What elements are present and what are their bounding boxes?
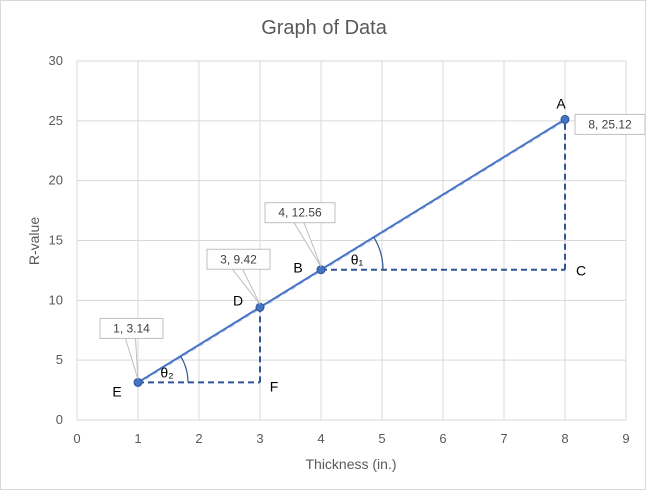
data-label: 4, 12.56 [278,206,322,220]
data-series [133,114,570,387]
point-letter-label: F [270,378,279,394]
callout-box [264,202,336,224]
data-label: 8, 25.12 [588,117,632,131]
callout-pointer [232,268,261,305]
callout-pointer [293,222,322,267]
angle-arc [180,355,189,383]
y-tick-label: 20 [49,173,63,188]
x-tick-label: 2 [195,431,202,446]
data-point [316,265,326,275]
x-tick-label: 7 [500,431,507,446]
x-tick-label: 0 [73,431,80,446]
point-letter-label: B [293,260,302,276]
y-tick-label: 25 [49,113,63,128]
data-label: 1, 3.14 [113,321,150,335]
callout-box [574,113,645,135]
data-point [255,302,265,312]
x-tick-label: 3 [256,431,263,446]
y-tick-label: 5 [56,352,63,367]
chart-title: Graph of Data [261,17,388,39]
data-label-callout: 3, 9.42 [206,248,271,305]
data-label-callout: 8, 25.12 [574,113,645,135]
data-label-callout: 1, 3.14 [99,317,164,380]
y-tick-label: 15 [49,233,63,248]
angle-arc [373,236,384,270]
data-label: 3, 9.42 [220,252,257,266]
y-tick-label: 30 [49,53,63,68]
x-tick-label: 5 [378,431,385,446]
x-tick-label: 4 [317,431,324,446]
y-axis-title: R-value [26,217,42,265]
trendline [137,120,566,385]
data-label-callout: 4, 12.56 [264,202,336,267]
series-line [137,118,566,384]
y-tick-label: 0 [56,412,63,427]
grid-lines [76,60,627,421]
point-letter-label: D [233,292,243,308]
x-tick-label: 9 [622,431,629,446]
data-point [133,377,143,387]
dashed-guides [138,119,566,384]
angle-label: θ₁ [351,252,364,268]
callout-pointer [125,338,139,380]
tick-labels: 0 1 2 3 4 5 6 7 8 9 0 5 10 15 20 25 30 [49,53,630,446]
data-labels: 1, 3.14 3, 9.42 4, 12.56 8, 25.12 [99,113,645,380]
y-tick-label: 10 [49,292,63,307]
x-tick-label: 1 [134,431,141,446]
callout-box [99,317,164,339]
callout-box [206,248,271,270]
point-letter-label: E [112,383,121,399]
point-letter-label: A [556,95,566,111]
x-tick-label: 8 [561,431,568,446]
data-point [560,114,570,124]
point-letter-label: C [576,263,586,279]
x-axis-title: Thickness (in.) [305,456,396,472]
angle-label: θ₂ [160,364,173,380]
x-tick-label: 6 [439,431,446,446]
annotations: θ₁ θ₂ A B C D E F [112,95,586,399]
